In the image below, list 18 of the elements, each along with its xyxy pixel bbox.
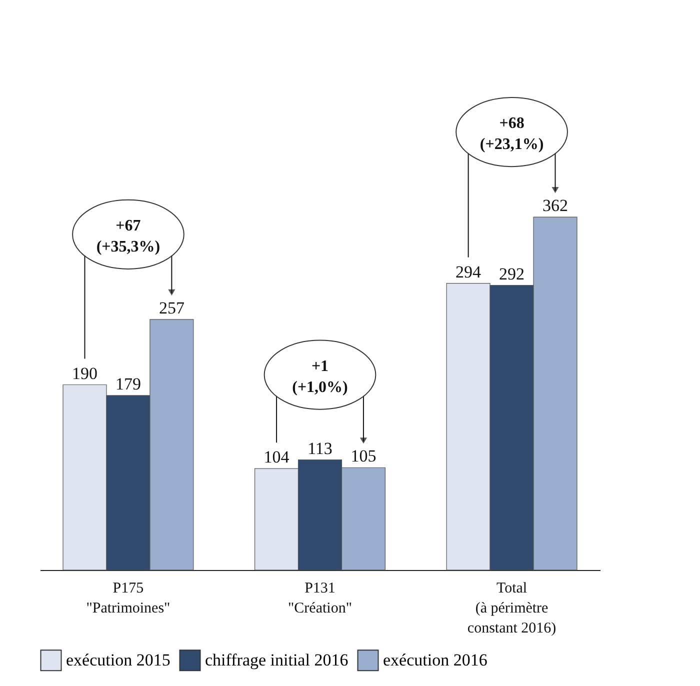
x-tick-label: Total (à périmètre constant 2016) — [467, 580, 556, 636]
data-label: 257 — [158, 298, 185, 318]
text: +68 (+23,1%) — [480, 115, 544, 154]
data-label: 113 — [308, 438, 332, 458]
annotation: +1 (+1,0%) — [292, 358, 348, 396]
data-label: 104 — [264, 448, 290, 467]
legend-label: exécution 2015 — [66, 650, 170, 670]
data-label: 294 — [456, 262, 482, 282]
x-tick-label: P131 "Création" — [288, 580, 352, 616]
data-label: 190 — [72, 364, 98, 383]
data-label: 105 — [350, 446, 376, 466]
data-label: 292 — [499, 264, 525, 284]
annotation: +67 (+35,3%) — [96, 217, 160, 256]
data-label: 179 — [115, 374, 141, 394]
data-label: 362 — [542, 196, 568, 216]
legend-label: chiffrage initial 2016 — [205, 650, 348, 670]
legend-label: exécution 2016 — [383, 650, 488, 670]
x-tick-label: P175 "Patrimoines" — [86, 580, 170, 616]
